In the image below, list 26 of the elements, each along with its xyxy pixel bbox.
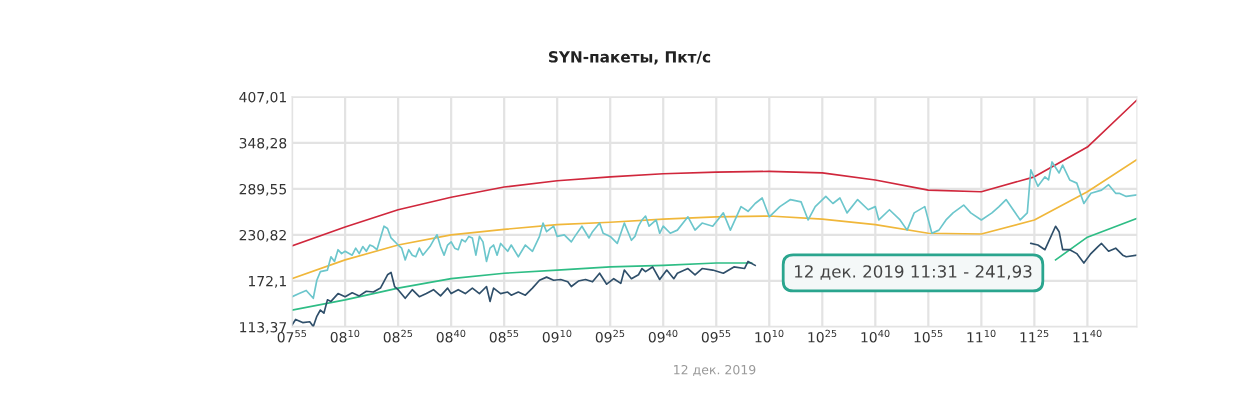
x-tick-label: 09$^{10}$ (542, 329, 572, 343)
y-tick-label: 113,37 (240, 321, 287, 334)
line-series (292, 158, 1137, 280)
chart-title: SYN-пакеты, Пкт/с (548, 51, 711, 65)
x-tick-label: 08$^{25}$ (383, 329, 413, 343)
x-tick-label: 11$^{25}$ (1020, 329, 1049, 343)
y-tick-label: 230,82 (239, 229, 286, 242)
x-tick-label: 10$^{40}$ (861, 329, 890, 343)
annotation: 12 дек. 2019 11:31 - 241,93 (795, 265, 1032, 280)
y-tick-label: 289,55 (239, 183, 287, 196)
x-axis-title: 12 дек. 2019 (674, 364, 756, 376)
x-tick-label: 11$^{10}$ (967, 329, 996, 343)
x-tick-label: 08$^{40}$ (436, 329, 466, 343)
line-series (292, 161, 1137, 300)
x-tick-label: 09$^{55}$ (701, 329, 731, 343)
y-tick-label: 172,1 (248, 275, 286, 288)
x-tick-label: 11$^{40}$ (1073, 329, 1102, 343)
x-tick-label: 08$^{10}$ (330, 329, 360, 343)
y-tick-label: 348,28 (239, 137, 287, 150)
x-tick-label: 08$^{55}$ (489, 329, 519, 343)
x-tick-label: 09$^{40}$ (648, 329, 678, 343)
x-tick-label: 10$^{25}$ (808, 329, 837, 343)
x-tick-label: 09$^{25}$ (595, 329, 625, 343)
x-tick-label: 10$^{55}$ (914, 329, 943, 343)
y-tick-label: 407,01 (239, 91, 286, 104)
x-tick-label: 10$^{10}$ (755, 329, 784, 343)
